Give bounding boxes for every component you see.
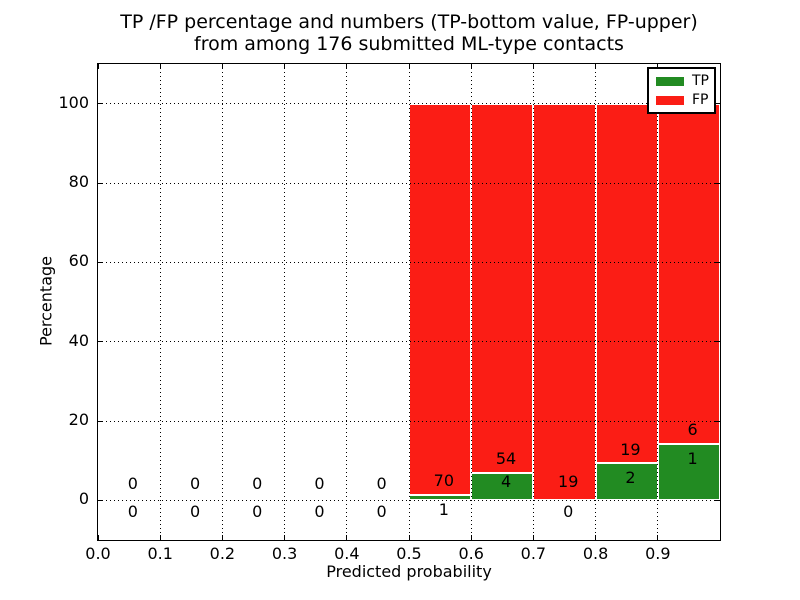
gridline-x (532, 64, 534, 540)
y-tick-label: 100 (58, 92, 89, 112)
gridline-x (346, 64, 348, 540)
bar-tp-segment (657, 443, 720, 501)
bar-tp-segment (471, 472, 534, 501)
bar-annotation: 0 (376, 502, 387, 522)
plot-area: 0 0 0 0 0 0 0 0 0 0 70 1 54 4 19 0 19 2 6 1 (97, 63, 721, 541)
gridline-x (408, 64, 410, 540)
y-tick-mark-left (98, 182, 103, 184)
x-tick-mark-top (159, 64, 161, 69)
tp-color-swatch (656, 76, 684, 86)
chart-title: TP /FP percentage and numbers (TP-bottom… (97, 11, 721, 55)
x-tick-mark-top (221, 64, 223, 69)
gridline-x (284, 64, 286, 540)
bar-fp-segment (595, 103, 658, 463)
bar-fp-segment (657, 103, 720, 444)
y-tick-mark-right (715, 261, 720, 263)
chart-title-line1: TP /FP percentage and numbers (TP-bottom… (120, 11, 698, 33)
x-tick-mark-top (470, 64, 472, 69)
x-tick-label: 0.0 (85, 544, 111, 563)
x-tick-label: 0.7 (520, 544, 547, 563)
bar-tp-segment (595, 462, 658, 501)
x-tick-mark-bottom (159, 535, 161, 540)
bar-annotation: 6 (687, 420, 698, 440)
y-tick-mark-left (98, 420, 103, 422)
bar-annotation: 1 (687, 449, 698, 469)
gridline-x (221, 64, 223, 540)
bar-annotation: 0 (189, 502, 201, 522)
gridline-x (470, 64, 472, 540)
bar-fp-segment (533, 103, 596, 501)
bar-annotation: 0 (189, 473, 201, 493)
x-tick-label: 0.1 (147, 544, 173, 563)
bar-annotation: 0 (127, 502, 138, 522)
bar-annotation: 54 (495, 449, 517, 469)
x-tick-mark-bottom (657, 535, 659, 540)
x-tick-mark-bottom (532, 535, 534, 540)
x-tick-mark-bottom (470, 535, 472, 540)
x-tick-label: 0.2 (209, 544, 236, 563)
bar-annotation: 0 (563, 502, 574, 522)
x-tick-label: 0.3 (271, 544, 298, 563)
x-tick-mark-top (97, 64, 99, 69)
gridline-x (159, 64, 161, 540)
x-tick-mark-bottom (595, 535, 597, 540)
y-tick-mark-left (98, 341, 103, 343)
bar-annotation: 0 (252, 502, 263, 522)
chart-title-line2: from among 176 submitted ML-type contact… (194, 33, 624, 55)
gridline-x (595, 64, 597, 540)
legend-item-tp: TP (656, 74, 714, 88)
x-tick-label: 0.6 (458, 544, 484, 563)
bar-annotation: 19 (558, 471, 579, 491)
x-tick-label: 0.8 (582, 544, 609, 563)
bar-annotation: 2 (625, 468, 636, 488)
x-axis-label: Predicted probability (326, 562, 492, 581)
x-tick-label: 0.9 (645, 544, 671, 563)
y-tick-mark-left (98, 499, 103, 501)
x-tick-label: 0.4 (334, 544, 360, 563)
fp-color-swatch (656, 95, 684, 105)
x-tick-mark-bottom (408, 535, 410, 540)
x-tick-mark-bottom (284, 535, 286, 540)
y-tick-label: 20 (68, 410, 89, 429)
y-tick-mark-right (715, 182, 720, 184)
y-tick-label: 40 (68, 330, 89, 350)
legend-item-fp: FP (656, 93, 714, 107)
x-tick-mark-top (346, 64, 348, 69)
gridline-x (657, 64, 659, 540)
x-tick-mark-top (595, 64, 597, 69)
x-tick-mark-bottom (346, 535, 348, 540)
x-tick-mark-bottom (97, 535, 99, 540)
bar-annotation: 0 (314, 502, 325, 522)
bar-annotation: 0 (252, 473, 263, 493)
y-tick-mark-right (715, 103, 720, 105)
legend-label-fp: FP (692, 92, 709, 108)
x-tick-mark-top (408, 64, 410, 69)
bar-annotation: 1 (438, 499, 449, 519)
y-tick-label: 60 (68, 251, 89, 271)
y-tick-mark-left (98, 261, 103, 263)
y-tick-mark-left (98, 103, 103, 105)
bar-annotation: 70 (433, 470, 455, 490)
x-tick-mark-bottom (221, 535, 223, 540)
x-tick-mark-top (284, 64, 286, 69)
y-tick-mark-right (715, 499, 720, 501)
bar-annotation: 19 (620, 439, 641, 459)
x-tick-label: 0.5 (396, 544, 422, 563)
bar-fp-segment (471, 103, 534, 473)
bar-annotation: 0 (127, 473, 138, 493)
bar-annotation: 4 (500, 471, 512, 491)
bar-fp-segment (409, 103, 472, 495)
bar-annotation: 0 (314, 473, 325, 493)
bar-annotation: 0 (376, 473, 387, 493)
x-tick-mark-top (532, 64, 534, 69)
y-tick-mark-right (715, 341, 720, 343)
legend: TP FP (647, 67, 716, 114)
x-tick-mark-top (657, 64, 659, 69)
y-tick-label: 80 (68, 172, 89, 191)
y-tick-label: 0 (78, 489, 89, 509)
legend-label-tp: TP (692, 73, 709, 89)
y-tick-mark-right (715, 420, 720, 422)
